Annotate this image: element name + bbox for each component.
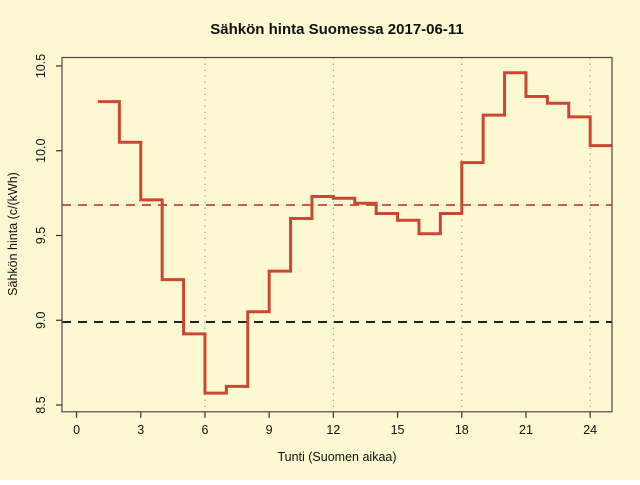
x-tick-label: 3 <box>137 423 144 437</box>
x-axis-label: Tunti (Suomen aikaa) <box>277 450 396 464</box>
y-tick-label: 10.5 <box>34 54 48 78</box>
x-tick-label: 0 <box>73 423 80 437</box>
y-tick-label: 9.5 <box>34 227 48 244</box>
x-tick-label: 21 <box>519 423 533 437</box>
x-tick-label: 18 <box>455 423 469 437</box>
chart-title: Sähkön hinta Suomessa 2017-06-11 <box>210 21 463 38</box>
plot-area: 0 3 6 9 12 15 18 21 24 8.5 9.0 9.5 10.0 10.5 <box>34 54 613 437</box>
y-tick-label: 9.0 <box>34 312 48 329</box>
y-axis-label: Sähkön hinta (c/(kWh) <box>6 172 20 296</box>
y-tick-label: 10.0 <box>34 139 48 163</box>
x-tick-label: 9 <box>266 423 273 437</box>
price-step-line <box>97 71 612 395</box>
x-tick-label: 24 <box>583 423 597 437</box>
y-tick-label: 8.5 <box>34 396 48 413</box>
x-tick-label: 6 <box>201 423 208 437</box>
x-tick-label: 15 <box>391 423 405 437</box>
plot-border <box>61 56 613 413</box>
x-tick-label: 12 <box>326 423 340 437</box>
